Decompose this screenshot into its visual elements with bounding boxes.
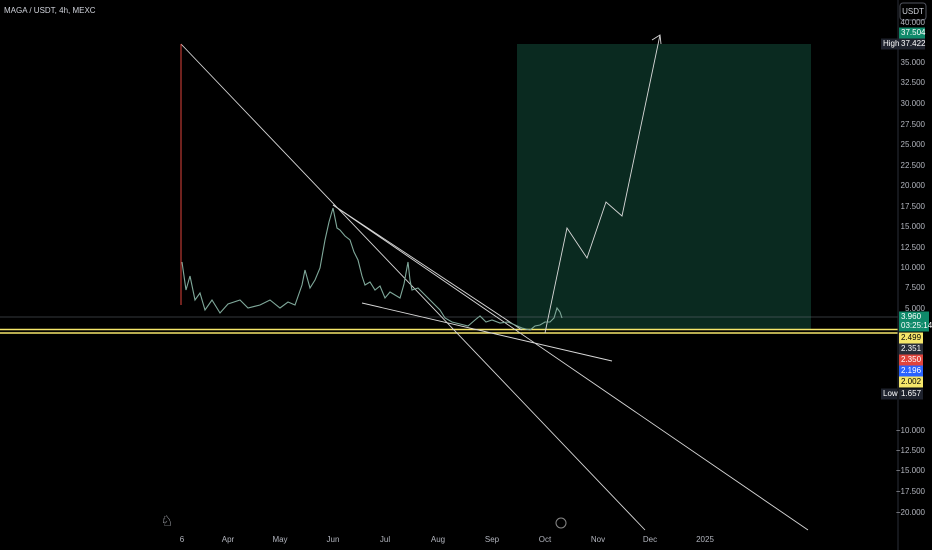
time-tick-label: May — [272, 535, 287, 544]
trendlines — [180, 34, 809, 531]
price-tick-label: −20.000 — [896, 508, 926, 517]
trendline — [180, 43, 646, 531]
time-tick-label: Jun — [327, 535, 340, 544]
price-tick-label: −12.500 — [896, 446, 926, 455]
price-badge — [899, 376, 923, 388]
event-icon[interactable] — [555, 517, 567, 529]
currency-label[interactable]: USDT — [902, 7, 924, 16]
price-badge — [899, 38, 925, 50]
price-tick-label: 7.500 — [905, 283, 926, 292]
price-tick-label: 30.000 — [901, 99, 926, 108]
price-tick-label: 12.500 — [901, 243, 926, 252]
price-badge — [899, 365, 923, 377]
price-tick-label: 35.000 — [901, 58, 926, 67]
price-badge-label: Low — [883, 389, 898, 398]
price-tick-label: −17.500 — [896, 487, 926, 496]
time-tick-label: Aug — [431, 535, 445, 544]
price-badge-label: 3.960 — [901, 312, 922, 321]
time-tick-label: Jul — [380, 535, 390, 544]
price-badge — [899, 343, 923, 355]
price-tick-label: 40.000 — [901, 18, 926, 27]
price-badge — [899, 320, 929, 332]
price-badge — [899, 27, 925, 39]
price-badge — [899, 354, 923, 366]
projection-path — [544, 34, 661, 334]
time-tick-label: Apr — [222, 535, 235, 544]
price-badge-label: High — [883, 39, 899, 48]
price-badge-label: 1.657 — [901, 389, 922, 398]
time-tick-label: Nov — [591, 535, 605, 544]
price-badge-label: 2.351 — [901, 344, 922, 353]
price-badge — [881, 388, 897, 400]
price-badge — [899, 388, 923, 400]
price-axis: 40.000 35.000 32.500 30.000 27.500 25.000 22.5… — [896, 18, 926, 517]
price-badge-label: 37.504 — [901, 28, 926, 37]
price-tick-label: 32.500 — [901, 78, 926, 87]
trendline — [332, 204, 523, 331]
time-tick-label: 6 — [180, 535, 185, 544]
price-badge-label: 2.196 — [901, 366, 922, 375]
symbol-title: MAGA / USDT, 4h, MEXC — [4, 6, 96, 15]
price-badge-label: 2.002 — [901, 377, 922, 386]
price-badge — [899, 311, 929, 323]
trendline — [332, 204, 809, 531]
time-axis: 6 Apr May Jun Jul Aug Sep Oct Nov Dec 2025 — [180, 535, 715, 544]
price-tick-label: −10.000 — [896, 426, 926, 435]
time-tick-label: Oct — [539, 535, 552, 544]
price-tick-label: 10.000 — [901, 263, 926, 272]
price-tick-label: 15.000 — [901, 222, 926, 231]
price-tick-label: 17.500 — [901, 202, 926, 211]
currency-box[interactable] — [899, 2, 927, 21]
projection-arrowhead — [651, 34, 662, 45]
price-badge — [899, 332, 923, 344]
trendline — [361, 302, 613, 362]
price-badge — [881, 38, 899, 50]
price-badge-label: 37.422 — [901, 39, 926, 48]
price-badge-label: 2.499 — [901, 333, 922, 342]
price-tick-label: 20.000 — [901, 181, 926, 190]
price-tick-label: 27.500 — [901, 120, 926, 129]
target-zone — [517, 44, 811, 330]
price-badge-label: 2.350 — [901, 355, 922, 364]
time-tick-label: Dec — [643, 535, 657, 544]
time-tick-label: Sep — [485, 535, 500, 544]
price-tick-label: 5.000 — [905, 304, 926, 313]
price-tick-label: −15.000 — [896, 466, 926, 475]
price-tick-label: 22.500 — [901, 161, 926, 170]
currency-button[interactable]: USDT — [899, 2, 927, 21]
price-tick-label: 25.000 — [901, 140, 926, 149]
price-series — [181, 207, 563, 331]
logo-icon: ♘ — [161, 513, 174, 529]
time-tick-label: 2025 — [696, 535, 714, 544]
price-badge-label: 03:25:14 — [901, 321, 932, 330]
